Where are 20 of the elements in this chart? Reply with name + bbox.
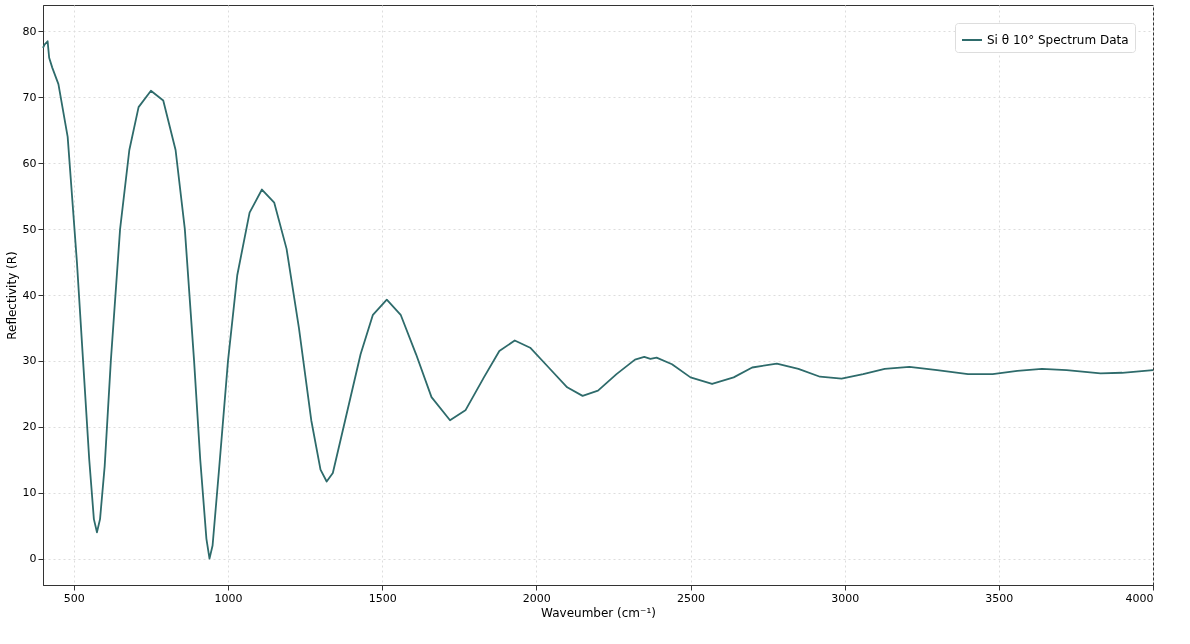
x-tick-label: 3000 (831, 591, 860, 605)
y-tick-label: 80 (22, 24, 37, 38)
y-tick-label: 60 (22, 156, 37, 170)
y-tick-label: 30 (22, 354, 37, 368)
x-tick-label: 1500 (368, 591, 397, 605)
x-tick-label: 2500 (677, 591, 705, 605)
y-tick-label: 70 (22, 90, 37, 104)
x-tick-label: 2000 (522, 591, 551, 605)
x-axis-title: Waveumber (cm⁻¹) (541, 605, 656, 620)
y-tick-label: 20 (22, 420, 37, 434)
y-tick-label: 10 (22, 486, 37, 500)
x-tick-label: 3500 (985, 591, 1014, 605)
y-tick-label: 40 (22, 288, 37, 302)
x-tick-label: 4000 (1125, 591, 1154, 605)
x-tick-label: 500 (63, 591, 85, 605)
x-tick-label: 1000 (214, 591, 243, 605)
legend-label: Si θ 10° Spectrum Data (987, 33, 1129, 47)
y-tick-label: 50 (22, 222, 37, 236)
y-tick-label: 0 (29, 552, 37, 566)
y-axis-title: Reflectivity (R) (4, 251, 19, 340)
